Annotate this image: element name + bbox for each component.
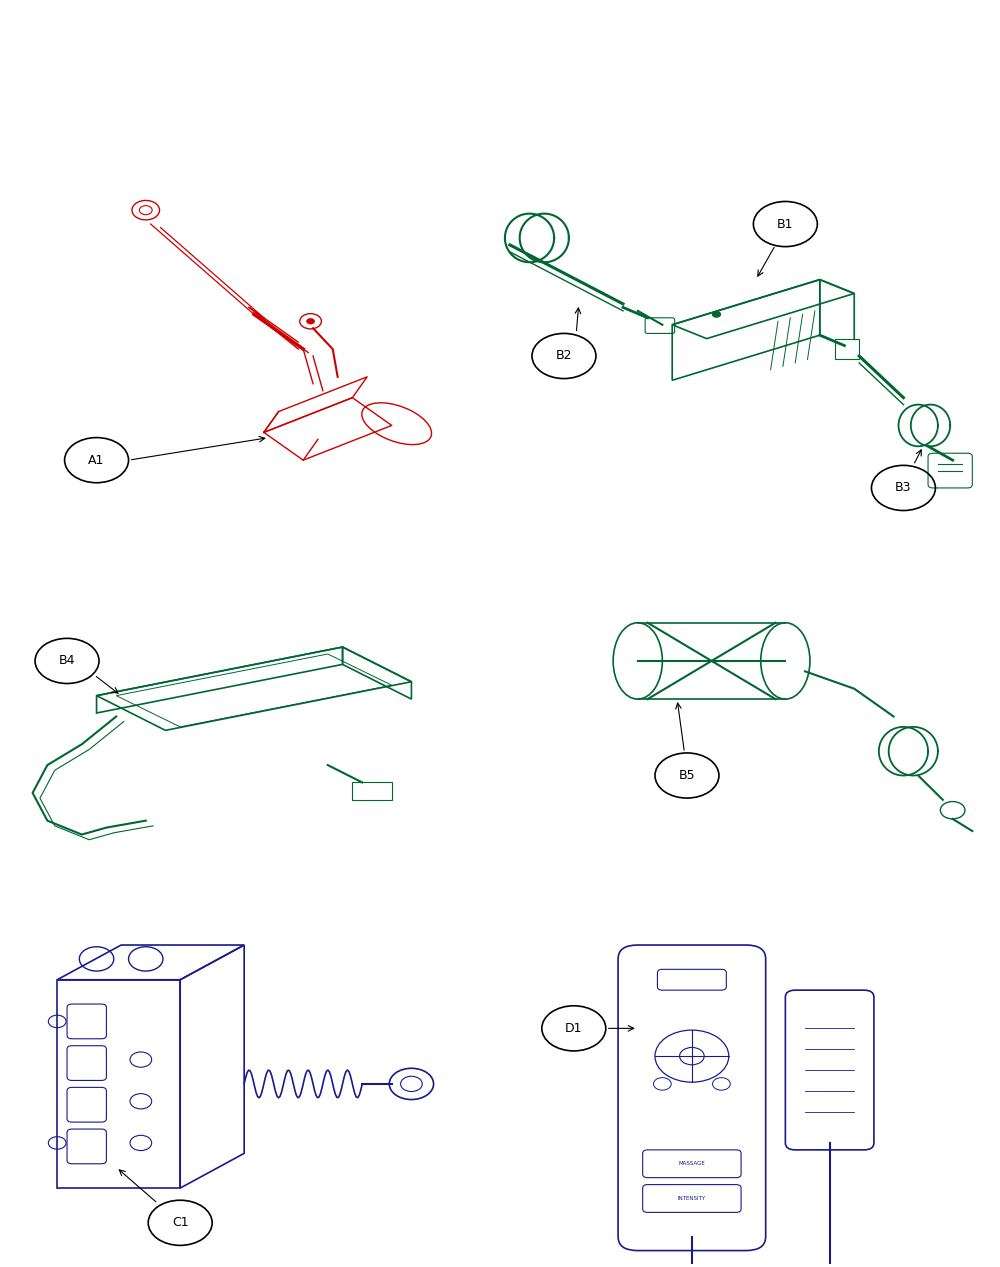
Text: External Transformer and Harnesses: External Transformer and Harnesses: [595, 163, 897, 181]
Text: Massage Unit: Massage Unit: [690, 531, 802, 549]
FancyBboxPatch shape: [785, 991, 874, 1150]
FancyBboxPatch shape: [657, 969, 726, 991]
FancyBboxPatch shape: [643, 1185, 741, 1213]
Text: INTENSITY: INTENSITY: [678, 1196, 706, 1201]
Text: MASSAGE: MASSAGE: [679, 1162, 705, 1166]
Text: B1: B1: [777, 218, 794, 231]
FancyBboxPatch shape: [645, 318, 675, 333]
Circle shape: [307, 318, 315, 324]
FancyBboxPatch shape: [643, 1150, 741, 1177]
Text: C1: C1: [172, 1216, 189, 1229]
Text: B2: B2: [556, 350, 572, 362]
Text: Hand Control: Hand Control: [692, 898, 800, 916]
Text: Deluxe H/M Control Box: Deluxe H/M Control Box: [156, 898, 352, 916]
Text: A1: A1: [88, 454, 105, 466]
FancyBboxPatch shape: [67, 1045, 106, 1081]
Text: B5: B5: [679, 769, 695, 782]
Text: B3: B3: [895, 481, 912, 494]
Bar: [352, 783, 392, 799]
FancyBboxPatch shape: [67, 1087, 106, 1123]
Text: D1: D1: [565, 1022, 583, 1035]
Text: B4: B4: [59, 655, 75, 668]
FancyBboxPatch shape: [928, 454, 972, 488]
Text: Heat Pad: Heat Pad: [217, 531, 291, 549]
FancyBboxPatch shape: [67, 1003, 106, 1039]
Circle shape: [713, 312, 720, 317]
Bar: [835, 338, 859, 360]
Text: Motors: Motors: [226, 163, 282, 181]
FancyBboxPatch shape: [618, 945, 766, 1251]
FancyBboxPatch shape: [67, 1129, 106, 1164]
